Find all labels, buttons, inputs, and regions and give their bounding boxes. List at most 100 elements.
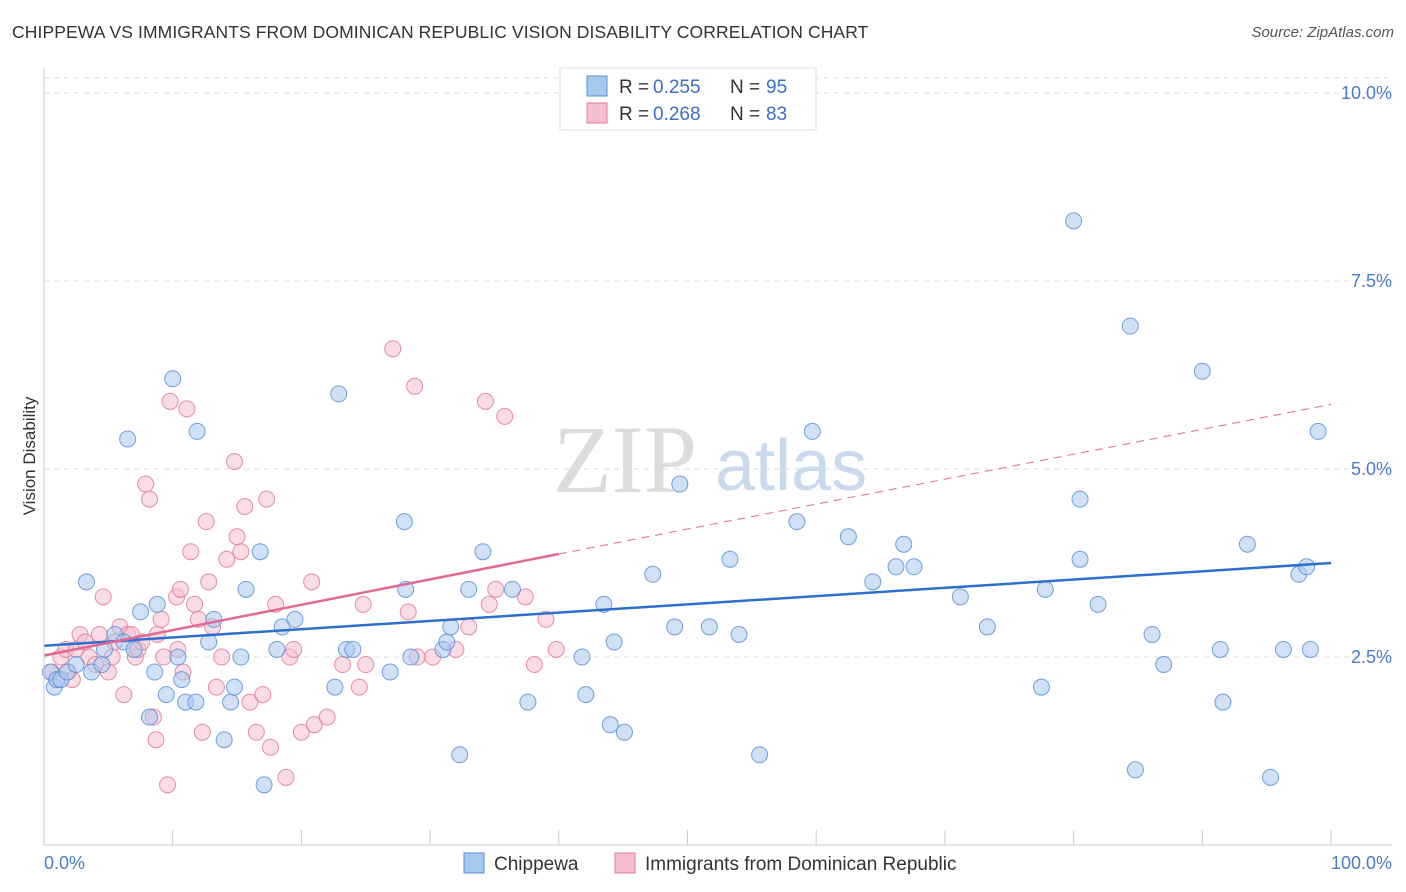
immigrants-point-28	[152, 610, 170, 628]
chippewa-point-21	[173, 671, 191, 689]
chippewa-point-6	[77, 573, 95, 591]
immigrants-point-57	[277, 768, 295, 786]
immigrants-point-26	[147, 731, 165, 749]
chippewa-point-18	[157, 686, 175, 704]
immigrants-point-42	[200, 573, 218, 591]
immigrants-point-11	[90, 625, 108, 643]
x-tick-label-max: 100.0%	[1331, 853, 1392, 873]
chippewa-point-14	[132, 603, 150, 621]
legend-r-label-immigrants: R =	[619, 104, 649, 125]
immigrants-point-50	[236, 498, 254, 516]
bottom-legend-label-chippewa: Chippewa	[494, 854, 579, 875]
immigrants-point-61	[303, 573, 321, 591]
immigrants-point-60	[292, 723, 310, 741]
immigrants-point-41	[197, 513, 215, 531]
legend-r-label-chippewa: R =	[619, 77, 649, 98]
chippewa-point-20	[169, 648, 187, 666]
trend-line-immigrants-extension	[558, 403, 1332, 555]
chippewa-point-84	[1155, 656, 1173, 674]
gridlines	[44, 77, 1392, 658]
chippewa-point-72	[905, 558, 923, 576]
watermark-zip: ZIP	[553, 406, 697, 513]
immigrants-point-38	[186, 595, 204, 613]
legend-n-label-immigrants: N =	[730, 104, 760, 125]
chippewa-point-12	[119, 430, 137, 448]
immigrants-point-66	[354, 595, 372, 613]
chippewa-point-94	[1309, 422, 1327, 440]
immigrants-point-67	[357, 656, 375, 674]
chippewa-point-58	[615, 723, 633, 741]
chippewa-point-36	[286, 610, 304, 628]
immigrants-point-46	[218, 550, 236, 568]
immigrants-point-44	[207, 678, 225, 696]
chippewa-point-78	[1071, 490, 1089, 508]
legend-r-value-chippewa: 0.255	[653, 77, 701, 98]
chippewa-point-70	[887, 558, 905, 576]
chippewa-point-23	[187, 693, 205, 711]
legend: R = 0.255 N = 95 R = 0.268 N = 83	[559, 67, 817, 131]
immigrants-point-45	[213, 648, 231, 666]
y-tick-label-2: 7.5%	[1351, 271, 1392, 291]
chippewa-point-13	[125, 640, 143, 658]
immigrants-point-52	[247, 723, 265, 741]
chippewa-point-79	[1071, 550, 1089, 568]
immigrants-point-55	[262, 738, 280, 756]
y-tick-label-0: 2.5%	[1351, 647, 1392, 667]
chippewa-point-67	[803, 422, 821, 440]
immigrants-point-49	[232, 543, 250, 561]
chippewa-point-93	[1301, 640, 1319, 658]
chippewa-point-57	[605, 633, 623, 651]
chippewa-point-65	[751, 746, 769, 764]
immigrants-point-80	[525, 656, 543, 674]
immigrants-point-36	[178, 400, 196, 418]
chippewa-point-52	[519, 693, 537, 711]
chippewa-point-77	[1065, 212, 1083, 230]
chippewa-point-16	[146, 663, 164, 681]
chart-title: CHIPPEWA VS IMMIGRANTS FROM DOMINICAN RE…	[12, 22, 869, 42]
immigrants-point-37	[182, 543, 200, 561]
chippewa-point-68	[839, 528, 857, 546]
chippewa-point-48	[451, 746, 469, 764]
chippewa-point-32	[251, 543, 269, 561]
trend-line-immigrants	[43, 552, 560, 657]
bottom-legend-swatch-chippewa	[463, 852, 485, 874]
chippewa-point-29	[225, 678, 243, 696]
chippewa-point-63	[721, 550, 739, 568]
immigrants-point-47	[225, 453, 243, 470]
legend-swatch-chippewa	[586, 75, 608, 97]
trend-lines	[43, 403, 1332, 657]
chippewa-point-34	[268, 640, 286, 658]
chippewa-point-26	[205, 610, 223, 628]
legend-n-value-chippewa: 95	[766, 77, 787, 98]
immigrants-point-54	[258, 490, 276, 508]
bottom-legend-label-immigrants: Immigrants from Dominican Republic	[645, 854, 957, 875]
chippewa-point-28	[222, 693, 240, 711]
chippewa-point-41	[381, 663, 399, 681]
series-immigrants-points	[43, 340, 565, 794]
immigrants-point-31	[161, 392, 179, 410]
bottom-legend: Chippewa Immigrants from Dominican Repub…	[463, 852, 957, 875]
immigrants-point-53	[254, 686, 272, 704]
chippewa-point-47	[442, 618, 460, 636]
chippewa-point-81	[1121, 317, 1139, 335]
immigrants-point-70	[406, 377, 424, 395]
chippewa-point-75	[1032, 678, 1050, 696]
chippewa-point-59	[644, 565, 662, 583]
immigrants-point-81	[537, 610, 555, 628]
series-chippewa-points	[41, 212, 1327, 794]
immigrants-point-40	[193, 723, 211, 741]
chippewa-point-64	[730, 625, 748, 643]
chippewa-point-60	[666, 618, 684, 636]
y-tick-label-1: 5.0%	[1351, 459, 1392, 479]
y-axis-tick-labels: 2.5% 5.0% 7.5% 10.0%	[1341, 83, 1392, 667]
chippewa-point-53	[573, 648, 591, 666]
chippewa-point-54	[577, 686, 595, 704]
immigrants-point-29	[155, 648, 173, 666]
chippewa-point-15	[141, 708, 159, 726]
immigrants-point-51	[241, 693, 259, 711]
chippewa-point-27	[215, 731, 233, 749]
immigrants-point-68	[384, 340, 402, 358]
chippewa-point-89	[1262, 768, 1280, 786]
chippewa-point-51	[503, 580, 521, 598]
chippewa-point-17	[148, 595, 166, 613]
